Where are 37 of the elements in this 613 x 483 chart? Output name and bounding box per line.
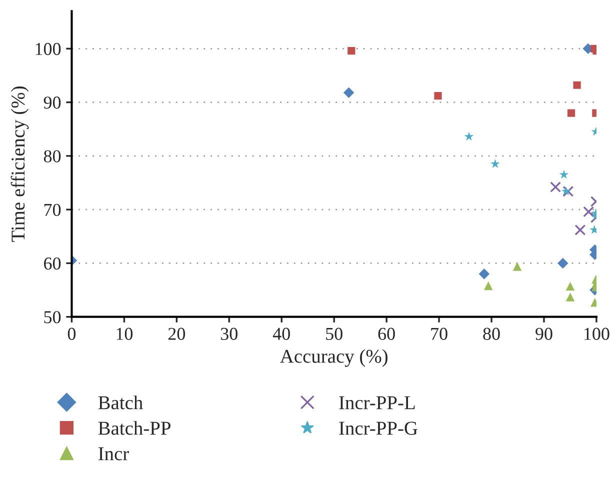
point <box>490 159 500 168</box>
x-axis-title: Accuracy (%) <box>280 349 388 367</box>
point <box>566 282 575 291</box>
legend-label: Batch-PP <box>98 421 170 435</box>
x-tick-label: 60 <box>378 328 395 340</box>
y-tick-label: 60 <box>44 257 61 270</box>
legend-label: Incr-PP-G <box>339 422 418 435</box>
point <box>484 281 493 290</box>
point <box>574 224 586 236</box>
y-tick-label: 70 <box>44 204 61 216</box>
legend-label: Batch <box>98 396 143 410</box>
y-tick-label: 80 <box>44 150 61 162</box>
point <box>512 262 522 271</box>
y-tick-label: 50 <box>44 311 61 324</box>
x-tick-label: 30 <box>220 328 238 340</box>
x-tick-label: 80 <box>483 328 500 340</box>
point <box>566 292 575 302</box>
legend-label: Incr-PP-L <box>339 396 415 410</box>
x-tick-label: 10 <box>116 328 133 340</box>
point <box>583 206 594 218</box>
point <box>562 186 574 197</box>
point <box>348 47 356 55</box>
x-tick-label: 70 <box>431 328 448 340</box>
point <box>567 109 576 117</box>
x-tick-label: 20 <box>168 328 186 340</box>
y-tick-label: 100 <box>36 42 61 56</box>
x-tick-label: 100 <box>584 328 610 340</box>
point <box>550 182 562 193</box>
x-tick-label: 40 <box>272 328 290 340</box>
y-axis-title: Time efficiency (%) <box>10 86 29 242</box>
y-tick-label: 90 <box>44 96 61 109</box>
legend-label: Incr <box>98 447 129 460</box>
x-tick-label: 0 <box>68 328 76 340</box>
point <box>434 92 442 100</box>
x-tick-label: 50 <box>326 328 342 340</box>
point <box>573 81 581 89</box>
x-tick-label: 90 <box>536 328 552 340</box>
